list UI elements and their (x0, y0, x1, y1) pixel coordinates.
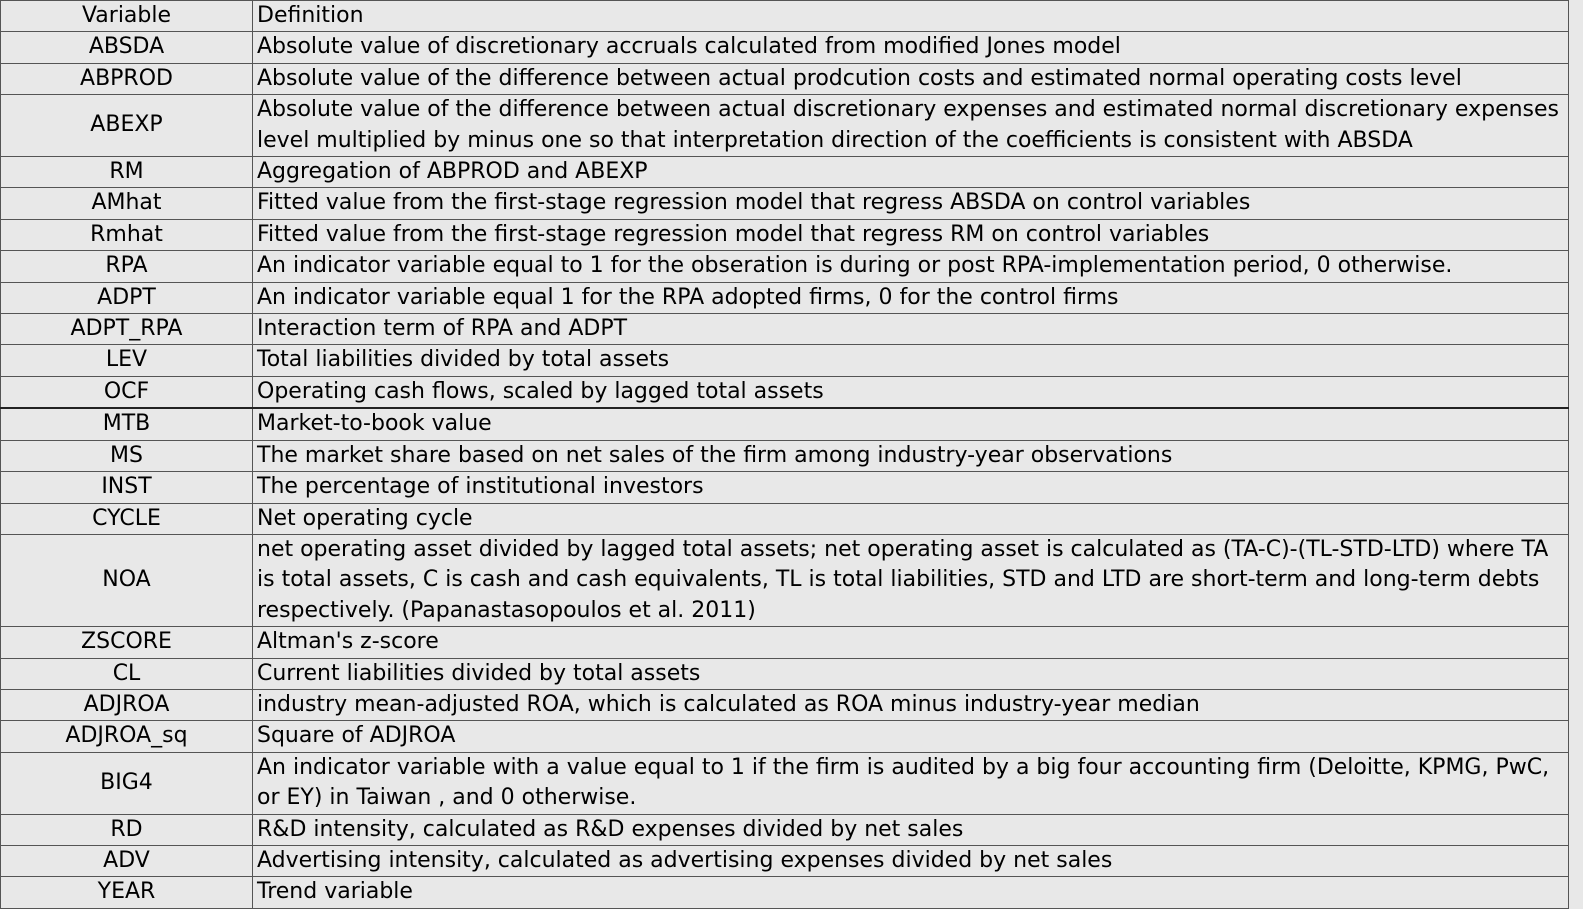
variable-cell: Rmhat (0, 218, 253, 252)
definition-cell: net operating asset divided by lagged to… (252, 533, 1569, 628)
variable-cell: ABPROD (0, 62, 253, 96)
table-row: LEV Total liabilities divided by total as… (0, 344, 1569, 377)
definition-cell: The percentage of institutional investor… (252, 471, 1569, 504)
definition-cell: Current liabilities divided by total ass… (252, 657, 1569, 690)
variable-cell: ADJROA (0, 688, 253, 722)
table-row: INST The percentage of institutional inve… (0, 471, 1569, 504)
definition-cell: R&D intensity, calculated as R&D expense… (252, 813, 1569, 846)
table-row: ZSCORE Altman's z-score (0, 626, 1569, 659)
definition-cell: Absolute value of the difference between… (252, 94, 1569, 158)
table-row: MS The market share based on net sales of… (0, 439, 1569, 473)
definition-cell: Trend variable (252, 876, 1569, 909)
table-row: OCF Operating cash flows, scaled by lagge… (0, 375, 1569, 410)
definition-cell: Advertising intensity, calculated as adv… (252, 844, 1569, 878)
table-row: NOA net operating asset divided by lagged… (0, 533, 1569, 628)
table-row: ABSDA Absolute value of discretionary acc… (0, 31, 1569, 64)
variable-cell: MTB (0, 407, 253, 441)
variable-cell: AMhat (0, 187, 253, 220)
definition-cell: Absolute value of discretionary accruals… (252, 31, 1569, 64)
table-row: ABPROD Absolute value of the difference b… (0, 62, 1569, 96)
variable-cell: ABSDA (0, 31, 253, 64)
table-row: RPA An indicator variable equal to 1 for … (0, 250, 1569, 283)
table-row: RD R&D intensity, calculated as R&D expen… (0, 813, 1569, 846)
table-row: ADPT An indicator variable equal 1 for th… (0, 281, 1569, 315)
variable-cell: INST (0, 471, 253, 504)
table-row: RM Aggregation of ABPROD and ABEXP (0, 156, 1569, 189)
variable-cell: CL (0, 657, 253, 690)
definition-cell: Market-to-book value (252, 407, 1569, 441)
variable-cell: MS (0, 439, 253, 473)
variable-cell: ABEXP (0, 94, 253, 158)
header-definition: Definition (252, 0, 1569, 33)
variable-cell: RPA (0, 250, 253, 283)
variable-cell: ADJROA_sq (0, 720, 253, 753)
definition-cell: Interaction term of RPA and ADPT (252, 313, 1569, 346)
definition-cell: industry mean-adjusted ROA, which is cal… (252, 688, 1569, 722)
header-row: Variable Definition (0, 0, 1569, 33)
definition-cell: Aggregation of ABPROD and ABEXP (252, 156, 1569, 189)
definition-cell: Total liabilities divided by total asset… (252, 344, 1569, 377)
definition-cell: Fitted value from the first-stage regres… (252, 218, 1569, 252)
definition-cell: Altman's z-score (252, 626, 1569, 659)
table-row: ABEXP Absolute value of the difference be… (0, 94, 1569, 158)
variable-cell: ZSCORE (0, 626, 253, 659)
table-row: Rmhat Fitted value from the first-stage r… (0, 218, 1569, 252)
definition-cell: An indicator variable with a value equal… (252, 751, 1569, 815)
table-row: AMhat Fitted value from the first-stage r… (0, 187, 1569, 220)
definition-cell: The market share based on net sales of t… (252, 439, 1569, 473)
variable-cell: RD (0, 813, 253, 846)
variable-cell: YEAR (0, 876, 253, 909)
definition-cell: Square of ADJROA (252, 720, 1569, 753)
table-row: ADJROA industry mean-adjusted ROA, which … (0, 688, 1569, 722)
table-row: BIG4 An indicator variable with a value e… (0, 751, 1569, 815)
definition-cell: An indicator variable equal to 1 for the… (252, 250, 1569, 283)
table-row: ADPT_RPA Interaction term of RPA and ADPT (0, 313, 1569, 346)
variable-cell: LEV (0, 344, 253, 377)
definition-cell: Net operating cycle (252, 502, 1569, 535)
variable-cell: ADPT (0, 281, 253, 315)
variable-cell: BIG4 (0, 751, 253, 815)
definition-cell: An indicator variable equal 1 for the RP… (252, 281, 1569, 315)
variable-cell: NOA (0, 533, 253, 628)
table-row: ADJROA_sq Square of ADJROA (0, 720, 1569, 753)
table-row: CYCLE Net operating cycle (0, 502, 1569, 535)
definition-cell: Absolute value of the difference between… (252, 62, 1569, 96)
variable-cell: ADV (0, 844, 253, 878)
table-row: ADV Advertising intensity, calculated as … (0, 844, 1569, 878)
definition-cell: Fitted value from the first-stage regres… (252, 187, 1569, 220)
variable-cell: CYCLE (0, 502, 253, 535)
variable-cell: ADPT_RPA (0, 313, 253, 346)
definition-cell: Operating cash flows, scaled by lagged t… (252, 375, 1569, 410)
table-row: MTB Market-to-book value (0, 407, 1569, 441)
variable-cell: OCF (0, 375, 253, 410)
header-variable: Variable (0, 0, 253, 33)
table-row: YEAR Trend variable (0, 876, 1569, 909)
variable-cell: RM (0, 156, 253, 189)
table-row: CL Current liabilities divided by total a… (0, 657, 1569, 690)
